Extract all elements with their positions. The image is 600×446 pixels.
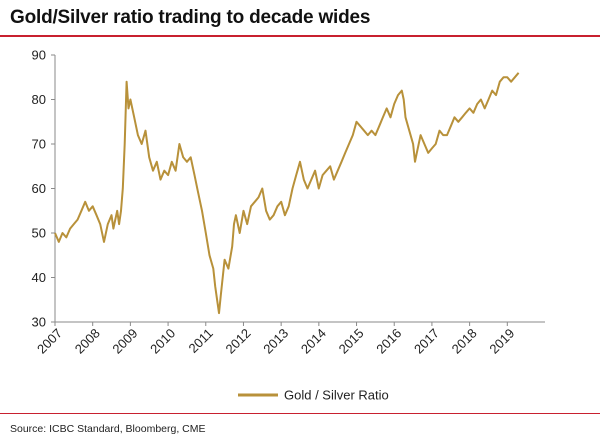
- x-tick-label: 2011: [186, 326, 216, 356]
- x-tick-label: 2009: [109, 326, 140, 357]
- x-tick-label: 2013: [260, 326, 291, 357]
- x-tick-label: 2017: [411, 326, 442, 357]
- y-tick-label: 30: [32, 315, 46, 330]
- y-tick-label: 80: [32, 92, 46, 107]
- x-axis-ticks: 2007 2008 2009 2010 2011 2012 2013 2014 2015 2016…: [34, 322, 517, 357]
- y-tick-label: 40: [32, 270, 46, 285]
- y-tick-label: 50: [32, 226, 46, 241]
- x-tick-label: 2012: [223, 326, 254, 357]
- y-tick-label: 90: [32, 48, 46, 63]
- legend: Gold / Silver Ratio: [238, 388, 389, 403]
- y-tick-label: 60: [32, 181, 46, 196]
- x-tick-label: 2014: [298, 326, 329, 357]
- page-title: Gold/Silver ratio trading to decade wide…: [10, 7, 371, 28]
- x-tick-label: 2010: [147, 326, 178, 357]
- x-tick-label: 2007: [34, 326, 65, 357]
- x-tick-label: 2019: [486, 326, 517, 357]
- series-layer: [54, 72, 520, 315]
- x-tick-label: 2015: [336, 326, 367, 357]
- y-tick-label: 70: [32, 137, 46, 152]
- x-tick-label: 2016: [373, 326, 404, 357]
- source-note: Source: ICBC Standard, Bloomberg, CME: [10, 423, 206, 435]
- legend-label: Gold / Silver Ratio: [284, 388, 389, 403]
- y-axis-ticks: 30 40 50 60 70 80 90: [32, 48, 55, 330]
- title-divider: [0, 35, 600, 37]
- x-tick-label: 2018: [449, 326, 480, 357]
- series-line-gold-silver-ratio: [54, 72, 520, 315]
- x-tick-label: 2008: [72, 326, 103, 357]
- footer-divider: [0, 413, 600, 414]
